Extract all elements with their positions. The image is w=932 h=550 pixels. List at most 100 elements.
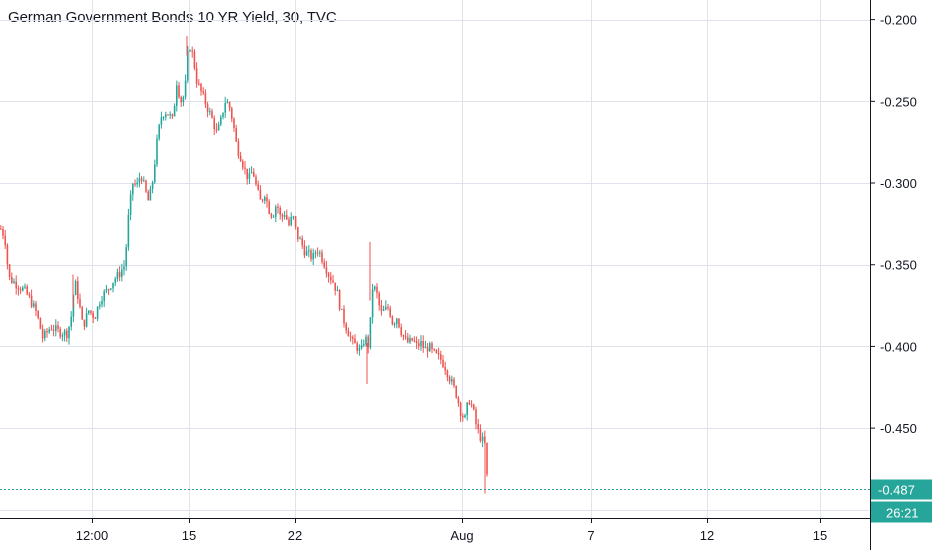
candle-body — [68, 326, 70, 339]
y-tick-label: -0.450 — [880, 421, 917, 436]
candle-body — [202, 91, 204, 93]
candle-body — [330, 276, 332, 281]
candle-body — [470, 404, 473, 406]
candle-body — [121, 269, 123, 277]
candle-body — [171, 114, 174, 117]
candle-body — [356, 343, 358, 351]
candle-body — [55, 325, 57, 331]
candle-body — [272, 216, 275, 218]
candle-body — [107, 289, 110, 291]
candle-body — [325, 267, 328, 274]
y-tick-label: -0.250 — [880, 94, 917, 109]
candle-body — [158, 124, 160, 139]
candle-body — [39, 317, 42, 329]
candle-body — [222, 112, 224, 118]
candle-body — [341, 308, 343, 310]
last-price-labels: -0.487 26:21 — [871, 479, 932, 523]
candle-body — [61, 335, 64, 337]
candle-body — [473, 404, 475, 410]
candle-body — [118, 272, 121, 277]
candle-body — [180, 97, 182, 103]
candle-body — [257, 184, 259, 190]
candle-body — [233, 118, 235, 129]
candle-body — [6, 245, 9, 265]
y-tick-label: -0.400 — [880, 339, 917, 354]
candle-body — [396, 318, 398, 324]
candle-body — [347, 330, 350, 337]
candle-body — [481, 436, 484, 441]
candle-body — [77, 281, 79, 300]
candle-body — [17, 288, 20, 290]
candle-body — [411, 338, 413, 341]
candle-body — [231, 108, 233, 119]
candle-body — [90, 310, 92, 313]
candle-body — [292, 216, 295, 218]
candle-body — [303, 245, 306, 256]
candle-body — [13, 281, 15, 283]
candle-body — [248, 173, 251, 180]
candle-body — [206, 104, 209, 112]
candle-body — [244, 167, 246, 169]
candle-body — [446, 370, 449, 378]
candle-body — [400, 327, 402, 336]
candle-body — [162, 117, 165, 119]
candle-body — [145, 180, 147, 192]
candle-body — [165, 114, 167, 118]
candle-body — [8, 264, 11, 277]
candle-body — [169, 114, 171, 116]
candle-body — [389, 308, 391, 317]
candle-body — [332, 280, 334, 283]
candle-body — [154, 164, 156, 182]
candle-body — [213, 117, 215, 130]
candle-body — [393, 323, 396, 325]
candle-body — [237, 141, 240, 156]
candle-body — [402, 335, 405, 337]
candle-body — [365, 336, 367, 344]
candle-body — [371, 289, 374, 318]
candle-body — [301, 238, 303, 246]
candle-body — [134, 183, 136, 185]
candle-body — [138, 178, 141, 183]
candle-body — [424, 347, 427, 349]
candle-body — [327, 273, 330, 277]
candle-body — [52, 329, 55, 331]
candles — [0, 35, 488, 494]
candle-body — [431, 343, 433, 349]
candle-body — [220, 117, 222, 125]
candle-body — [316, 252, 319, 254]
candle-body — [156, 138, 158, 165]
candle-body — [288, 219, 290, 226]
candle-body — [464, 415, 466, 418]
candle-body — [193, 51, 196, 69]
candle-body — [459, 402, 462, 416]
candle-body — [468, 402, 471, 405]
candle-body — [367, 336, 369, 348]
candle-body — [486, 442, 488, 475]
candle-body — [33, 303, 35, 307]
candle-body — [462, 415, 464, 418]
candle-body — [369, 317, 372, 348]
candle-body — [4, 235, 6, 246]
candle-body — [127, 214, 130, 248]
last-price-label: -0.487 — [878, 483, 915, 498]
candle-body — [310, 250, 312, 260]
countdown-badge — [871, 501, 932, 523]
candle-body — [277, 206, 279, 208]
candle-body — [266, 197, 268, 202]
candle-body — [409, 338, 411, 343]
candle-body — [343, 308, 345, 324]
candle-body — [457, 397, 460, 403]
candle-body — [11, 276, 13, 283]
candle-body — [429, 343, 431, 352]
candle-body — [88, 310, 90, 314]
candle-body — [385, 306, 387, 310]
candle-body — [151, 181, 154, 189]
time-axis: 12:00 15 22 Aug 7 12 15 — [76, 518, 827, 543]
candle-body — [466, 402, 468, 416]
candle-body — [110, 288, 112, 290]
candle-body — [413, 340, 416, 342]
candle-body — [215, 129, 218, 131]
candle-body — [30, 295, 33, 307]
candle-body — [19, 289, 22, 291]
